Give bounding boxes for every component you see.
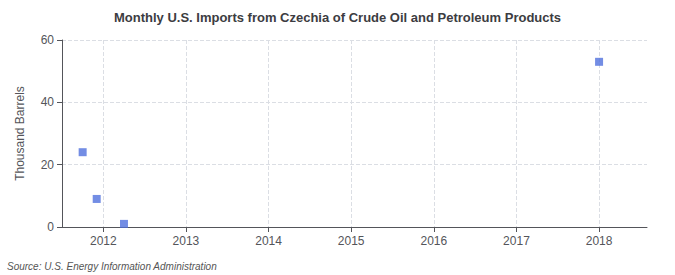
svg-text:2015: 2015 (338, 234, 365, 248)
svg-text:Thousand Barrels: Thousand Barrels (13, 86, 27, 181)
svg-text:2013: 2013 (173, 234, 200, 248)
svg-text:20: 20 (41, 158, 55, 172)
svg-text:60: 60 (41, 33, 55, 47)
svg-text:Monthly U.S. Imports from Czec: Monthly U.S. Imports from Czechia of Cru… (114, 10, 561, 25)
svg-text:2018: 2018 (586, 234, 613, 248)
svg-text:Source: U.S. Energy Informatio: Source: U.S. Energy Information Administ… (7, 261, 217, 272)
svg-text:2012: 2012 (90, 234, 117, 248)
svg-text:2016: 2016 (420, 234, 447, 248)
svg-text:2017: 2017 (503, 234, 530, 248)
svg-text:0: 0 (47, 220, 54, 234)
svg-text:40: 40 (41, 95, 55, 109)
svg-text:2014: 2014 (255, 234, 282, 248)
